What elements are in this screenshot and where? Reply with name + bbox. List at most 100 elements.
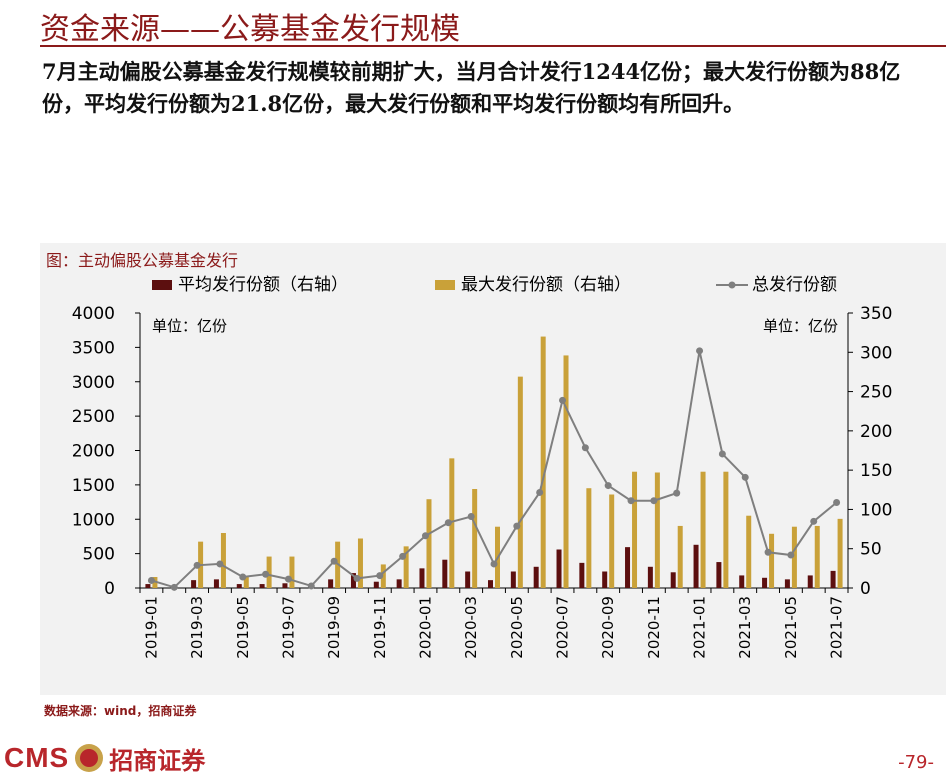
chart-title: 图：主动偏股公募基金发行 [46, 251, 239, 270]
avg-issuance-bar [259, 584, 265, 588]
avg-issuance-bar [647, 566, 653, 588]
x-tick-label: 2019-05 [234, 596, 252, 659]
x-tick-label: 2019-11 [371, 596, 389, 659]
data-source: 数据来源：wind，招商证券 [44, 704, 197, 718]
total-issuance-point [718, 450, 726, 458]
avg-issuance-bar [350, 573, 356, 588]
total-issuance-point [581, 444, 589, 452]
issuance-chart: 0 500 1000 1500 2000 2500 3000 3500 4000 0 50 100 15… [72, 275, 893, 659]
right-tick-label: 100 [860, 500, 892, 520]
total-issuance-point [216, 560, 224, 568]
right-tick-label: 150 [860, 461, 892, 481]
left-tick-label: 2500 [72, 407, 115, 427]
page-title: 资金来源——公募基金发行规模 [40, 12, 460, 47]
page-number: -79- [898, 752, 934, 773]
right-tick-label: 0 [860, 579, 871, 599]
total-issuance-point [330, 557, 338, 565]
avg-issuance-bar [807, 575, 813, 588]
total-issuance-point [444, 519, 452, 527]
left-tick-label: 3500 [72, 338, 115, 358]
x-tick-label: 2020-09 [599, 596, 617, 659]
max-issuance-bar [426, 499, 432, 588]
total-issuance-point [673, 489, 681, 497]
max-issuance-bar [837, 518, 843, 588]
x-tick-label: 2021-03 [736, 596, 754, 659]
left-tick-label: 1500 [72, 476, 115, 496]
avg-issuance-bar [213, 579, 219, 588]
max-issuance-bar [700, 471, 706, 588]
total-issuance-point [307, 582, 315, 590]
total-issuance-point [262, 570, 270, 578]
legend-total-label: 总发行份额 [752, 275, 837, 295]
left-tick-label: 0 [104, 579, 115, 599]
left-tick-label: 4000 [72, 304, 115, 324]
max-issuance-bar [609, 494, 615, 588]
max-issuance-bar [289, 556, 295, 588]
x-tick-label: 2020-07 [554, 596, 572, 659]
left-tick-label: 3000 [72, 373, 115, 393]
total-issuance-point [650, 497, 658, 505]
max-issuance-bar [220, 533, 226, 588]
max-issuance-bar [266, 556, 272, 588]
total-issuance-point [421, 532, 429, 540]
right-tick-label: 300 [860, 343, 892, 363]
total-issuance-point [787, 551, 795, 559]
avg-issuance-bar [191, 580, 197, 588]
left-tick-label: 2000 [72, 442, 115, 462]
logo-mark-icon [75, 744, 104, 772]
avg-issuance-bar [625, 547, 631, 588]
total-issuance-point [627, 497, 635, 505]
max-issuance-bar [677, 525, 683, 588]
x-tick-label: 2019-01 [142, 596, 160, 659]
max-issuance-bar [769, 533, 775, 588]
avg-issuance-bar [533, 566, 539, 588]
avg-issuance-bar [282, 583, 288, 588]
total-issuance-point [239, 573, 247, 581]
avg-issuance-bar [762, 577, 768, 588]
avg-issuance-bar [236, 584, 242, 588]
legend-max-label: 最大发行份额（右轴） [461, 275, 631, 295]
avg-issuance-bar [373, 581, 379, 588]
avg-issuance-bar [784, 579, 790, 588]
max-issuance-bar [449, 458, 455, 588]
x-tick-label: 2021-05 [782, 596, 800, 659]
total-issuance-point [193, 561, 201, 569]
max-issuance-bar [357, 538, 363, 588]
x-tick-label: 2020-01 [416, 596, 434, 659]
chart-panel [40, 243, 946, 695]
avg-issuance-bar [328, 579, 334, 588]
avg-issuance-bar [693, 544, 699, 588]
avg-issuance-bar [670, 572, 676, 588]
avg-issuance-bar [830, 570, 836, 588]
total-issuance-point [833, 498, 841, 506]
x-tick-label: 2020-11 [645, 596, 663, 659]
max-issuance-bar [814, 525, 820, 588]
max-issuance-bar [746, 515, 752, 588]
right-tick-label: 200 [860, 422, 892, 442]
total-issuance-point [399, 552, 407, 560]
max-issuance-bar [791, 526, 797, 588]
left-tick-label: 500 [83, 545, 115, 565]
company-logo: CMS 招商证券 [4, 740, 205, 776]
page-description: 7月主动偏股公募基金发行规模较前期扩大，当月合计发行1244亿份；最大发行份额为… [42, 59, 901, 116]
max-issuance-bar [654, 472, 660, 588]
x-tick-label: 2019-09 [325, 596, 343, 659]
avg-issuance-bar [419, 568, 425, 588]
right-tick-label: 250 [860, 383, 892, 403]
logo-cms-text: CMS [4, 742, 70, 773]
avg-issuance-bar [579, 562, 585, 588]
max-issuance-bar [380, 564, 386, 588]
max-issuance-bar [243, 577, 249, 588]
total-issuance-point [284, 575, 292, 583]
total-issuance-line [151, 350, 838, 589]
total-issuance-point [467, 513, 475, 520]
legend-total-marker [728, 281, 736, 289]
total-issuance-point [696, 347, 704, 355]
x-tick-label: 2019-03 [188, 596, 206, 659]
total-issuance-point [536, 488, 544, 496]
max-issuance-bar [586, 488, 592, 588]
max-issuance-bar [540, 336, 546, 588]
x-tick-label: 2020-05 [508, 596, 526, 659]
avg-issuance-bar [716, 562, 722, 588]
total-issuance-point [376, 572, 384, 580]
